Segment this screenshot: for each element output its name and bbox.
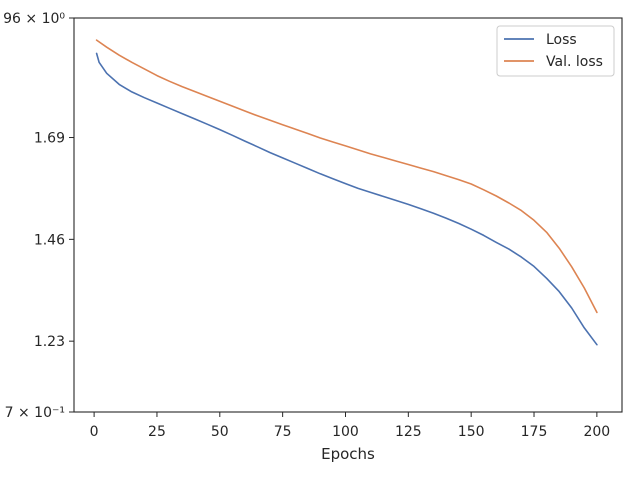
y-axis-ticks: 7 × 10⁻¹ 1.23 1.46 1.69 96 × 10⁰: [3, 11, 74, 421]
series-layer: [95, 39, 598, 346]
x-tick-label: 125: [395, 424, 422, 440]
x-tick-label: 100: [332, 424, 359, 440]
x-tick-label: 0: [90, 424, 99, 440]
series-line-loss: [95, 52, 598, 346]
plot-frame: [73, 17, 623, 413]
x-tick-label: 150: [458, 424, 485, 440]
x-axis-label: Epochs: [321, 445, 375, 463]
x-tick-label: 25: [148, 424, 166, 440]
x-tick-label: 75: [274, 424, 292, 440]
x-tick-label: 175: [521, 424, 548, 440]
y-tick-label: 1.23: [34, 334, 65, 350]
x-tick-label: 50: [211, 424, 229, 440]
plot-background: [74, 18, 622, 412]
legend-label-val-loss: Val. loss: [546, 54, 603, 70]
x-axis-ticks: 0 25 50 75 100 125 150 175 200: [90, 412, 610, 440]
y-tick-label: 96 × 10⁰: [3, 11, 65, 27]
y-tick-label: 7 × 10⁻¹: [5, 405, 65, 421]
x-tick-label: 200: [583, 424, 610, 440]
legend: Loss Val. loss: [496, 25, 615, 77]
series-line-val-loss: [95, 39, 598, 314]
y-tick-label: 1.69: [34, 131, 65, 147]
y-tick-label: 1.46: [34, 232, 65, 248]
legend-label-loss: Loss: [546, 32, 577, 48]
